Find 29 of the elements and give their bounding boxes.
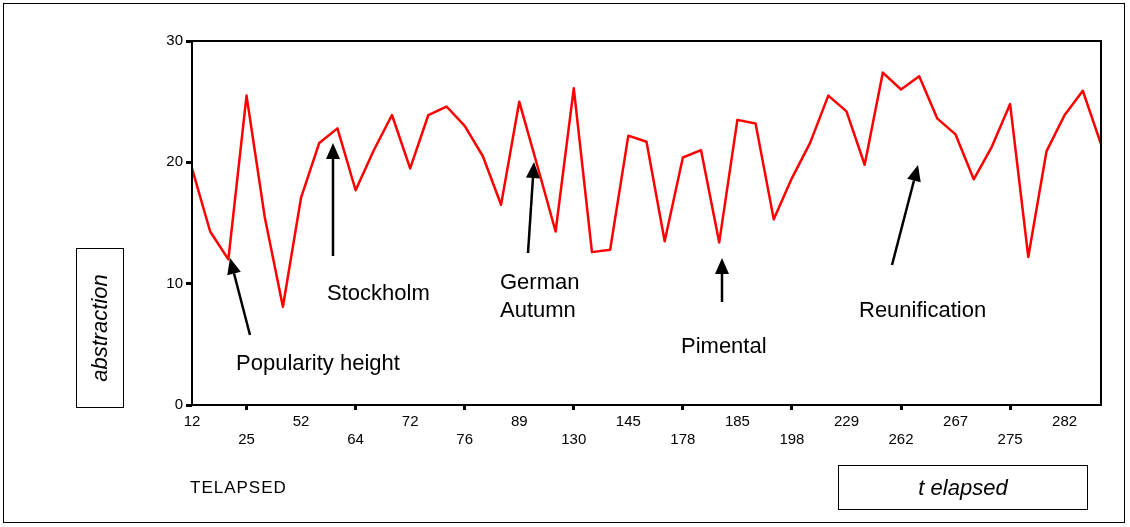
x-tick-label: 262 [888,430,914,448]
x-tick-label: 229 [833,412,859,430]
x-tick-label: 198 [779,430,805,448]
y-tick-label: 30 [166,31,183,49]
annotation: German Autumn [500,268,581,324]
y-tick-label: 20 [166,152,183,170]
x-tick-label: 178 [670,430,696,448]
annotation: Pimental [681,332,767,360]
y-tick-label: 10 [166,273,183,291]
x-tick-label: 267 [943,412,969,430]
x-tick-label: 12 [183,412,201,430]
x-tick-label: 25 [238,430,255,448]
y-axis-title: abstraction [87,274,113,382]
x-tick-label: 130 [561,430,587,448]
x-tick-label: 76 [456,430,474,448]
x-tick-label: 72 [401,412,419,430]
x-tick-label: 145 [615,412,641,430]
x-tick-label: 89 [510,412,528,430]
x-tick-label: 64 [347,430,364,448]
x-axis-title: TELAPSED [190,478,287,498]
y-tick-label: 0 [174,395,183,413]
x-tick-label: 185 [724,412,750,430]
x-tick-label: 275 [997,430,1023,448]
x-tick-label: 282 [1052,412,1078,430]
annotation: Stockholm [327,279,430,307]
text: t elapsed [838,465,1088,510]
annotation: Popularity height [236,349,400,377]
annotation: Reunification [859,296,987,324]
x-tick-label: 52 [292,412,310,430]
